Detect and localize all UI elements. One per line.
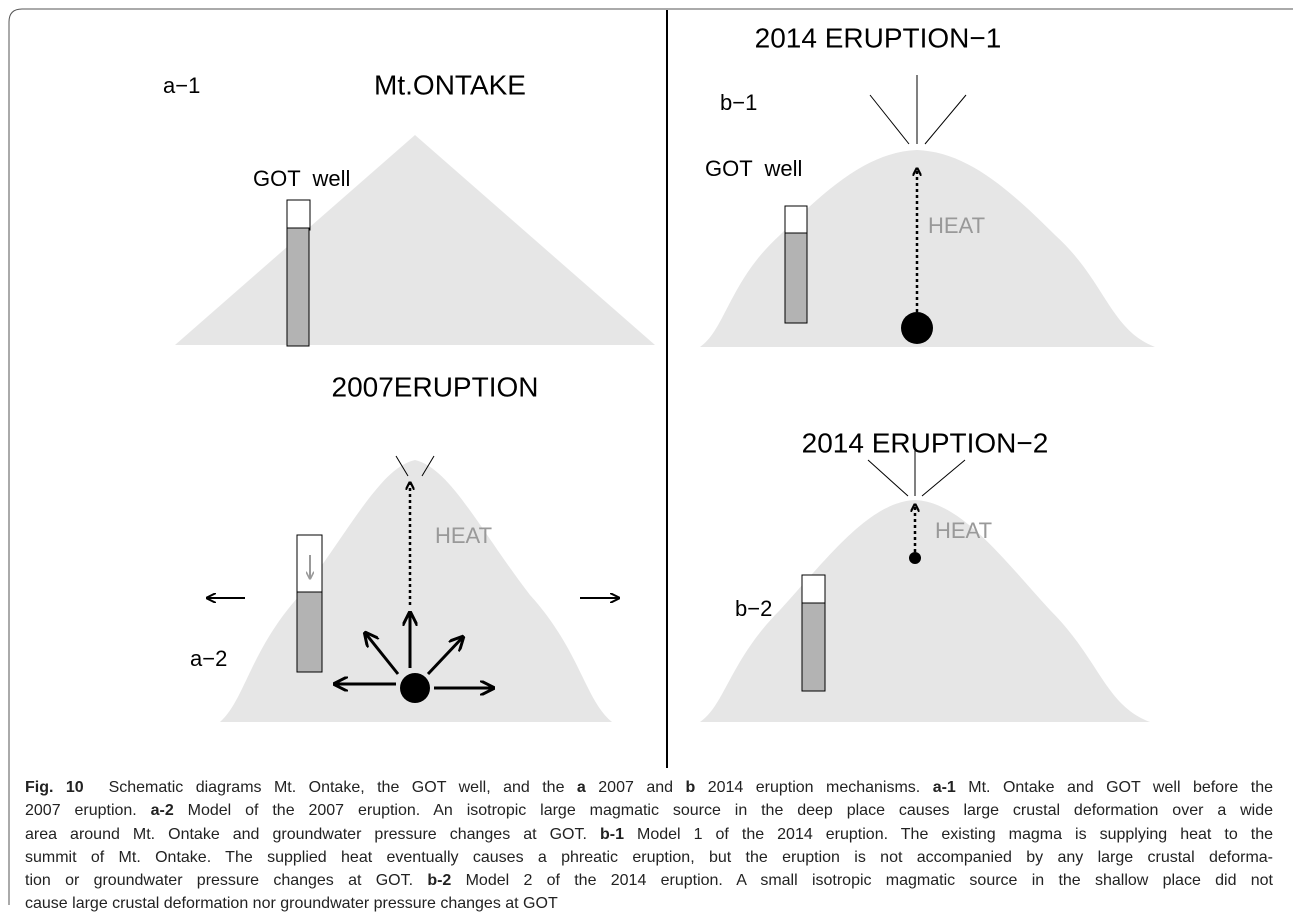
caption-text: Mt. Ontake and GOT well before the: [955, 779, 1274, 796]
magma-source: [909, 552, 921, 564]
pressure-arrows: [336, 614, 492, 688]
vent-line: [867, 459, 909, 497]
vent-line: [395, 455, 409, 477]
well-water: [286, 227, 310, 347]
panel-label: a−1: [163, 73, 200, 98]
caption-text: Schematic diagrams Mt. Ontake, the GOT w…: [83, 779, 577, 796]
panel-a1: a−1 Mt.ONTAKE GOT well: [163, 69, 655, 347]
panel-title: 2014 ERUPTION−1: [755, 22, 1002, 53]
vent-line: [921, 459, 966, 497]
caption-text: tion or groundwater pressure changes at …: [25, 872, 428, 890]
magma-source: [400, 673, 430, 703]
heat-label: HEAT: [435, 523, 492, 548]
panel-b2: 2014 ERUPTION−2 b−2 HEAT: [700, 427, 1150, 722]
caption-bold: a-1: [932, 779, 956, 796]
vent-line: [924, 94, 967, 145]
caption-bold: a-2: [150, 802, 174, 820]
caption-line: Fig. 10 Schematic diagrams Mt. Ontake, t…: [25, 776, 1273, 799]
caption-text: area around Mt. Ontake and groundwater p…: [25, 825, 600, 843]
panel-label: b−2: [735, 596, 772, 621]
caption-text: Model of the 2007 eruption. An isotropic…: [173, 802, 1274, 820]
well-top: [801, 574, 826, 606]
caption-line: cause large crustal deformation nor grou…: [25, 892, 1273, 915]
panel-b1: 2014 ERUPTION−1 b−1 HEAT GOT well: [700, 22, 1155, 347]
caption-text: cause large crustal deformation nor grou…: [25, 895, 558, 913]
panel-title: 2007ERUPTION: [332, 371, 539, 402]
well-label: GOT well: [705, 156, 802, 181]
caption-bold: b-1: [599, 825, 624, 843]
caption-text: Model 2 of the 2014 eruption. A small is…: [451, 872, 1273, 890]
panel-label: a−2: [190, 646, 227, 671]
caption-line: 2007 eruption. a-2 Model of the 2007 eru…: [25, 799, 1273, 822]
caption-bold: b: [685, 779, 696, 796]
caption-line: summit of Mt. Ontake. The supplied heat …: [25, 846, 1273, 869]
mountain: [700, 150, 1155, 347]
caption-text: summit of Mt. Ontake. The supplied heat …: [25, 848, 1273, 866]
panel-a2: 2007ERUPTION a−2 HEAT: [190, 371, 618, 722]
well-water: [784, 232, 808, 324]
heat-label: HEAT: [935, 518, 992, 543]
caption-text: 2014 eruption mechanisms.: [695, 779, 933, 796]
panel-title: 2014 ERUPTION−2: [802, 427, 1049, 458]
figure-caption: Fig. 10 Schematic diagrams Mt. Ontake, t…: [25, 776, 1273, 916]
caption-text: Model 1 of the 2014 eruption. The existi…: [623, 825, 1274, 843]
caption-bold: a: [576, 779, 586, 796]
vent-line: [869, 94, 910, 145]
frame: [8, 8, 1293, 905]
magma-source: [901, 312, 933, 344]
well-water: [801, 602, 826, 692]
caption-text: 2007 and: [585, 779, 686, 796]
well-label: GOT well: [253, 166, 350, 191]
panel-label: b−1: [720, 90, 757, 115]
caption-bold: b-2: [427, 872, 452, 890]
well-water: [296, 591, 323, 673]
caption-line: tion or groundwater pressure changes at …: [25, 869, 1273, 892]
caption-text: 2007 eruption.: [25, 802, 151, 820]
caption-line: area around Mt. Ontake and groundwater p…: [25, 823, 1273, 846]
vent-line: [421, 455, 435, 477]
mountain: [175, 135, 655, 345]
well-top: [784, 205, 808, 235]
panel-title: Mt.ONTAKE: [374, 69, 526, 100]
heat-label: HEAT: [928, 213, 985, 238]
caption-bold: Fig. 10: [25, 779, 84, 796]
well-top: [286, 199, 311, 231]
